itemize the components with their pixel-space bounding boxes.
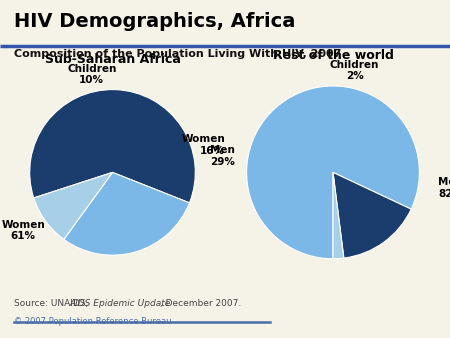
Wedge shape xyxy=(333,172,411,258)
Wedge shape xyxy=(247,86,419,259)
Text: , December 2007.: , December 2007. xyxy=(160,299,241,308)
Text: Composition of the Population Living With HIV, 2007: Composition of the Population Living Wit… xyxy=(14,49,341,59)
Text: Children
10%: Children 10% xyxy=(67,64,117,86)
Text: Children
2%: Children 2% xyxy=(330,59,379,81)
Text: Women
16%: Women 16% xyxy=(181,134,225,155)
Title: Rest of the world: Rest of the world xyxy=(273,49,393,62)
Title: Sub-Saharan Africa: Sub-Saharan Africa xyxy=(45,53,180,66)
Text: HIV Demographics, Africa: HIV Demographics, Africa xyxy=(14,12,295,31)
Wedge shape xyxy=(333,172,344,259)
Text: Women
61%: Women 61% xyxy=(1,220,45,241)
Text: AIDS Epidemic Update: AIDS Epidemic Update xyxy=(70,299,171,308)
Wedge shape xyxy=(64,172,189,255)
Text: Source: UNAIDS,: Source: UNAIDS, xyxy=(14,299,90,308)
Text: Men
82%: Men 82% xyxy=(438,177,450,199)
Text: Men
29%: Men 29% xyxy=(210,145,235,167)
Wedge shape xyxy=(34,172,112,239)
Wedge shape xyxy=(30,90,195,203)
Text: © 2007 Population Reference Bureau: © 2007 Population Reference Bureau xyxy=(14,317,171,326)
